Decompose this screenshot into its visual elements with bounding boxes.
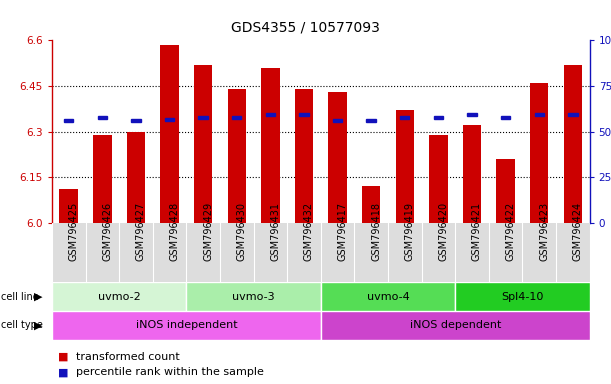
Text: GSM796419: GSM796419	[405, 202, 415, 261]
Text: GSM796429: GSM796429	[203, 202, 213, 261]
Text: GSM796426: GSM796426	[103, 202, 112, 261]
Bar	[400, 116, 409, 119]
Text: cell type: cell type	[1, 320, 43, 331]
Bar	[227, 89, 246, 223]
Bar	[362, 186, 381, 223]
Text: percentile rank within the sample: percentile rank within the sample	[76, 367, 264, 377]
Bar	[395, 110, 414, 223]
Bar	[501, 116, 510, 119]
Bar	[199, 116, 208, 119]
Text: GSM796430: GSM796430	[237, 202, 247, 261]
Text: GDS4355 / 10577093: GDS4355 / 10577093	[231, 21, 380, 35]
Text: GSM796424: GSM796424	[573, 202, 583, 261]
Text: ■: ■	[58, 352, 68, 362]
Bar	[261, 68, 280, 223]
Bar	[295, 89, 313, 223]
Bar	[568, 113, 577, 116]
Bar	[563, 65, 582, 223]
Text: iNOS independent: iNOS independent	[136, 320, 237, 331]
Text: GSM796422: GSM796422	[506, 202, 516, 261]
FancyBboxPatch shape	[321, 282, 455, 311]
Bar	[160, 45, 179, 223]
Bar	[434, 116, 443, 119]
Bar	[64, 119, 73, 122]
Bar	[467, 113, 477, 116]
Bar	[333, 119, 342, 122]
FancyBboxPatch shape	[321, 311, 590, 340]
Text: GSM796428: GSM796428	[170, 202, 180, 261]
Bar	[367, 119, 376, 122]
Bar	[59, 189, 78, 223]
Bar	[328, 92, 347, 223]
FancyBboxPatch shape	[455, 282, 590, 311]
Bar	[131, 119, 141, 122]
Text: cell line: cell line	[1, 291, 39, 302]
Bar	[429, 134, 448, 223]
Bar	[232, 116, 241, 119]
Bar	[93, 134, 112, 223]
Bar	[98, 116, 107, 119]
Text: GSM796432: GSM796432	[304, 202, 314, 261]
Bar	[496, 159, 515, 223]
Text: uvmo-2: uvmo-2	[98, 291, 141, 302]
Bar	[530, 83, 549, 223]
Text: GSM796425: GSM796425	[69, 202, 79, 261]
Bar	[266, 113, 275, 116]
FancyBboxPatch shape	[186, 282, 321, 311]
Text: ▶: ▶	[34, 320, 42, 331]
Text: iNOS dependent: iNOS dependent	[409, 320, 501, 331]
Bar	[535, 113, 544, 116]
Text: ▶: ▶	[34, 291, 42, 302]
Bar	[165, 118, 174, 121]
Text: ■: ■	[58, 367, 68, 377]
Text: transformed count: transformed count	[76, 352, 180, 362]
Bar	[299, 113, 309, 116]
Text: GSM796418: GSM796418	[371, 202, 381, 261]
Text: GSM796427: GSM796427	[136, 202, 146, 261]
Text: GSM796421: GSM796421	[472, 202, 482, 261]
Bar	[126, 132, 145, 223]
Text: uvmo-4: uvmo-4	[367, 291, 409, 302]
Text: GSM796423: GSM796423	[540, 202, 549, 261]
Text: Spl4-10: Spl4-10	[501, 291, 544, 302]
Bar	[463, 126, 481, 223]
Text: GSM796417: GSM796417	[338, 202, 348, 261]
Bar	[194, 65, 213, 223]
Text: GSM796420: GSM796420	[439, 202, 448, 261]
FancyBboxPatch shape	[52, 282, 186, 311]
Text: GSM796431: GSM796431	[271, 202, 280, 261]
FancyBboxPatch shape	[52, 311, 321, 340]
Text: uvmo-3: uvmo-3	[232, 291, 275, 302]
